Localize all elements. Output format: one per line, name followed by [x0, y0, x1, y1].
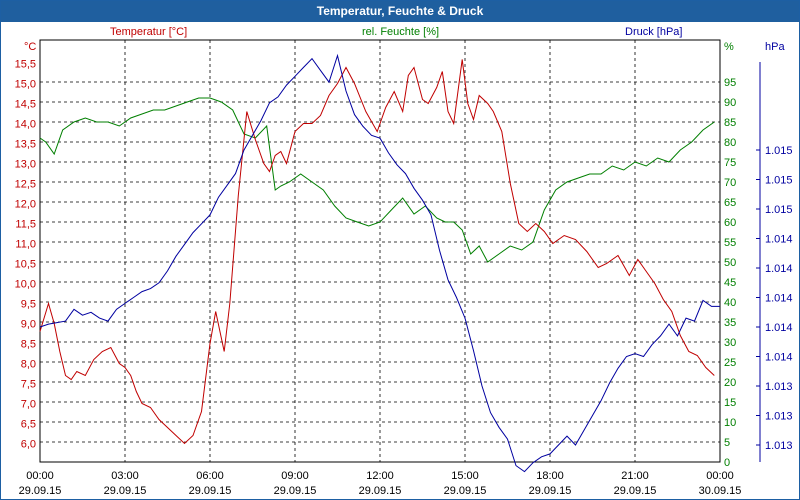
- y-left-tick-label: 7,5: [21, 379, 36, 391]
- series-line-humidity: [39, 97, 715, 263]
- y-left-unit: °C: [24, 41, 36, 53]
- y-right1-tick-label: 10: [724, 417, 736, 429]
- y-right1-tick-label: 5: [724, 437, 730, 449]
- plot-frame: [39, 39, 721, 463]
- series: [39, 53, 720, 473]
- y-left-tick-label: 11,0: [15, 239, 36, 251]
- x-tick-time: 15:00: [451, 470, 479, 482]
- x-tick-time: 06:00: [196, 470, 224, 482]
- y-right2-tick-label: 1.015: [765, 145, 793, 157]
- y-right2-tick-label: 1.013: [765, 440, 793, 452]
- x-tick-date: 29.09.15: [274, 485, 317, 497]
- x-tick-date: 29.09.15: [104, 485, 147, 497]
- series-line-temperature: [39, 59, 715, 445]
- y-right1-tick-label: 25: [724, 357, 736, 369]
- x-tick-date: 30.09.15: [699, 485, 742, 497]
- grid: [40, 40, 720, 462]
- y-right1-tick-label: 95: [724, 77, 736, 89]
- x-tick-date: 29.09.15: [614, 485, 657, 497]
- y-left-tick-label: 10,0: [15, 279, 36, 291]
- y-left-tick-label: 6,5: [21, 419, 36, 431]
- series-label-pressure: Druck [hPa]: [625, 26, 682, 38]
- y-right2-unit: hPa: [765, 41, 785, 53]
- x-tick-time: 12:00: [366, 470, 394, 482]
- series-label-temperature: Temperatur [°C]: [110, 26, 187, 38]
- y-right1-tick-label: 40: [724, 297, 736, 309]
- y-right1-tick-label: 0: [724, 457, 730, 469]
- y-left-tick-label: 15,0: [15, 79, 36, 91]
- y-right1-unit: %: [724, 41, 734, 53]
- y-right1-tick-label: 35: [724, 317, 736, 329]
- y-left-tick-label: 8,5: [21, 339, 36, 351]
- y-right1-tick-label: 65: [724, 197, 736, 209]
- y-left-tick-label: 14,5: [15, 99, 36, 111]
- y-left-tick-label: 8,0: [21, 359, 36, 371]
- y-right1-tick-label: 80: [724, 137, 736, 149]
- y-left-tick-label: 12,0: [15, 199, 36, 211]
- y-right2-tick-label: 1.014: [765, 352, 793, 364]
- x-tick-time: 00:00: [26, 470, 54, 482]
- y-right1-tick-label: 70: [724, 177, 736, 189]
- y-left-tick-label: 13,5: [15, 139, 36, 151]
- x-tick-time: 03:00: [111, 470, 139, 482]
- x-tick-time: 21:00: [621, 470, 649, 482]
- y-left-tick-label: 7,0: [21, 399, 36, 411]
- y-left-tick-label: 15,5: [15, 59, 36, 71]
- series-label-humidity: rel. Feuchte [%]: [362, 26, 439, 38]
- series-line-pressure: [39, 53, 720, 473]
- y-right2-tick-label: 1.014: [765, 293, 793, 305]
- y-right1-tick-label: 30: [724, 337, 736, 349]
- y-left-tick-label: 10,5: [15, 259, 36, 271]
- y-right1-tick-label: 50: [724, 257, 736, 269]
- x-tick-time: 18:00: [536, 470, 564, 482]
- x-tick-date: 29.09.15: [19, 485, 62, 497]
- y-right1-tick-label: 55: [724, 237, 736, 249]
- x-tick-date: 29.09.15: [359, 485, 402, 497]
- y-left-tick-label: 9,5: [21, 299, 36, 311]
- axes: 6,0 6,5 7,0 7,5 8,0 8,5 9,0 9,5 10,0 10,5 11,0 11,5…: [15, 26, 793, 497]
- y-right1-tick-label: 45: [724, 277, 736, 289]
- y-right1-tick-label: 15: [724, 397, 736, 409]
- y-right1-tick-label: 60: [724, 217, 736, 229]
- y-right1-tick-label: 90: [724, 97, 736, 109]
- y-right2-tick-label: 1.015: [765, 204, 793, 216]
- y-right2-tick-label: 1.015: [765, 175, 793, 187]
- x-tick-date: 29.09.15: [444, 485, 487, 497]
- y-left-tick-label: 12,5: [15, 179, 36, 191]
- y-right2-tick-label: 1.013: [765, 411, 793, 423]
- y-right2-tick-label: 1.014: [765, 322, 793, 334]
- x-tick-time: 09:00: [281, 470, 309, 482]
- y-left-tick-label: 14,0: [15, 119, 36, 131]
- y-right1-tick-label: 20: [724, 377, 736, 389]
- y-left-tick-label: 13,0: [15, 159, 36, 171]
- x-tick-date: 29.09.15: [529, 485, 572, 497]
- chart-title: Temperatur, Feuchte & Druck: [1, 1, 799, 22]
- y-right2-tick-label: 1.014: [765, 263, 793, 275]
- y-left-tick-label: 11,5: [15, 219, 36, 231]
- y-left-tick-label: 6,0: [21, 439, 36, 451]
- y-right2-tick-label: 1.013: [765, 381, 793, 393]
- y-left-tick-label: 9,0: [21, 319, 36, 331]
- x-tick-time: 00:00: [706, 470, 734, 482]
- y-right2-tick-label: 1.014: [765, 234, 793, 246]
- y-right1-tick-label: 75: [724, 157, 736, 169]
- y-right1-tick-label: 85: [724, 117, 736, 129]
- x-tick-date: 29.09.15: [189, 485, 232, 497]
